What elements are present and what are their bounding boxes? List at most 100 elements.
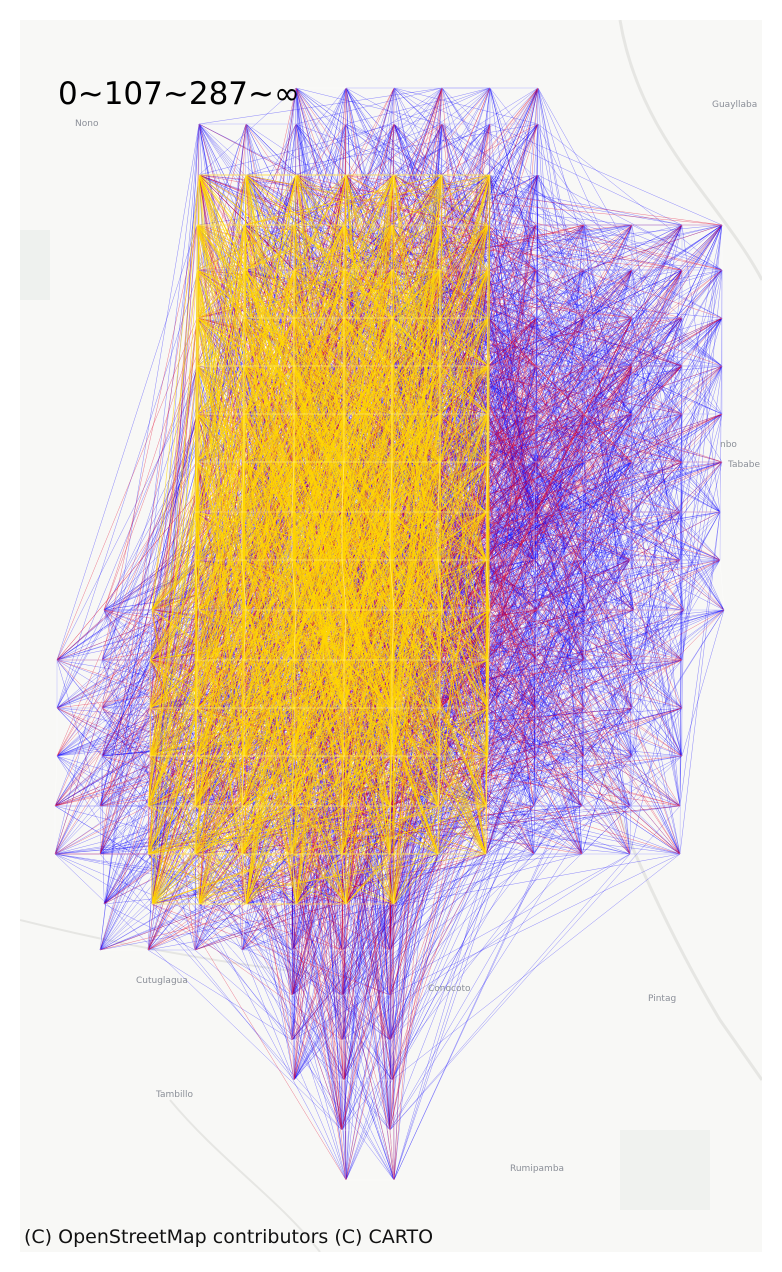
flow-edge	[149, 755, 395, 1181]
flow-edge	[581, 755, 585, 807]
flow-edge	[389, 853, 439, 951]
flow-edge	[393, 87, 723, 415]
flow-edge	[345, 123, 723, 367]
flow-edge	[293, 87, 491, 226]
flow-edge	[241, 853, 347, 1181]
flow-edge	[393, 123, 633, 415]
flow-edge	[393, 461, 723, 1181]
flow-edge	[245, 123, 295, 319]
flow-edge	[441, 87, 585, 319]
flow-edge	[631, 317, 683, 757]
flow-edge	[487, 317, 721, 513]
flow-edge	[629, 461, 723, 855]
flow-edge	[441, 123, 683, 415]
flow-edge	[533, 269, 723, 807]
flow-edge	[393, 123, 725, 611]
flow-edge	[101, 224, 245, 661]
flow-edge	[537, 269, 633, 611]
flow-edge	[681, 269, 723, 661]
flow-edge	[583, 224, 633, 367]
flow-edge	[537, 123, 681, 855]
flow-edge	[293, 317, 723, 1081]
flow-edge	[437, 511, 721, 561]
flow-edge	[393, 87, 537, 226]
flow-edge	[393, 805, 583, 905]
flow-edge	[291, 707, 683, 1041]
flow-edge	[631, 224, 723, 271]
flow-edge	[198, 123, 395, 176]
flow-edge	[485, 224, 723, 855]
flow-edge	[437, 559, 585, 757]
flow-edge	[389, 707, 585, 951]
flow-edge	[295, 87, 441, 271]
flow-edge	[533, 365, 683, 513]
flow-edge	[391, 224, 633, 319]
flow-edge	[489, 87, 683, 709]
flow-edge	[393, 87, 683, 226]
basemap-road	[618, 20, 762, 281]
flow-edge	[581, 224, 723, 513]
flow-edge	[291, 805, 631, 951]
flow-edge	[393, 123, 537, 271]
flow-edge	[533, 87, 539, 807]
flow-edge	[533, 755, 537, 855]
flow-edge	[345, 87, 681, 855]
flow-edge	[56, 224, 198, 661]
flow-edge	[679, 224, 723, 513]
flow-edge	[485, 511, 631, 855]
flow-edge	[487, 224, 723, 709]
flow-edge	[631, 413, 721, 513]
flow-edge	[681, 365, 723, 661]
flow-edge	[54, 755, 103, 855]
flow-edge	[537, 123, 721, 513]
flow-edge	[343, 853, 439, 1081]
flow-edge	[679, 461, 683, 561]
flow-edge	[441, 123, 585, 226]
flow-edge	[533, 317, 683, 513]
flow-edge	[441, 87, 489, 226]
flow-edge	[101, 659, 151, 757]
flow-edge	[295, 123, 347, 176]
flow-edge	[391, 511, 721, 1081]
flow-edge	[99, 123, 347, 855]
flow-edge	[389, 853, 631, 1131]
flow-edge	[535, 413, 683, 757]
flow-edge	[585, 559, 721, 611]
flow-edge	[345, 903, 395, 1181]
flow-edge	[56, 659, 393, 1081]
flow-edge	[631, 269, 683, 757]
flow-edge	[485, 707, 633, 855]
flow-edge	[489, 174, 631, 513]
flow-edge	[489, 174, 633, 367]
basemap-road	[169, 1099, 321, 1252]
flow-edge	[196, 123, 347, 415]
flow-edge	[537, 87, 723, 415]
flow-edge	[583, 269, 683, 415]
flow-edge	[391, 707, 585, 1081]
flow-edge	[679, 511, 721, 807]
flow-edge	[291, 559, 721, 1041]
flow-edge	[683, 224, 723, 611]
flow-edge	[99, 174, 247, 855]
flow-edge	[245, 123, 393, 271]
flow-edge	[147, 853, 391, 951]
flow-edge	[681, 224, 721, 513]
flow-edge	[485, 413, 633, 561]
flow-edge	[535, 123, 539, 226]
basemap-green-area	[620, 1130, 710, 1210]
flow-edge	[583, 365, 681, 513]
flow-edge	[389, 805, 681, 1131]
flow-edge	[147, 853, 391, 1131]
flow-edges-layer	[54, 87, 725, 1181]
flow-edge	[487, 365, 537, 661]
flow-edge	[198, 609, 685, 905]
flow-edge	[537, 123, 723, 271]
flow-edge	[631, 269, 723, 709]
map-canvas[interactable]: Nono Guayllaba nbo Tababe Cutuglagua Con…	[20, 20, 762, 1252]
flow-edge	[293, 949, 391, 1081]
flow-edge	[99, 755, 103, 855]
flow-edge	[343, 755, 441, 1081]
flow-edge	[629, 224, 633, 807]
flow-edge	[101, 755, 105, 905]
flow-edge	[485, 559, 631, 807]
